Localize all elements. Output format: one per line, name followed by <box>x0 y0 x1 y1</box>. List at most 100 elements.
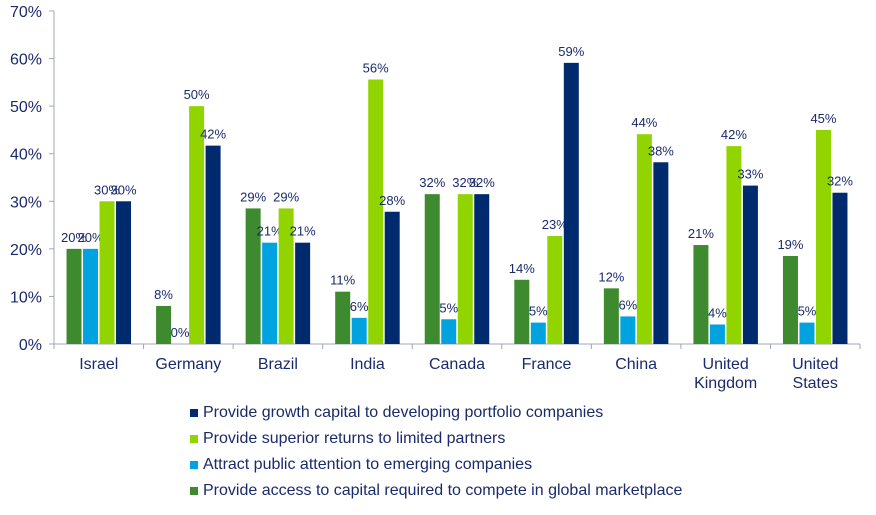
legend-swatch <box>190 461 198 469</box>
data-label: 32% <box>469 175 495 190</box>
bar <box>424 194 440 344</box>
legend-swatch <box>190 435 198 443</box>
bar <box>99 201 115 344</box>
bar <box>709 324 725 344</box>
data-label: 32% <box>827 174 853 189</box>
bar <box>799 322 815 344</box>
data-label: 19% <box>777 237 803 252</box>
data-label: 6% <box>350 299 369 314</box>
bar <box>636 134 652 344</box>
bar <box>726 146 742 344</box>
bar <box>295 242 311 344</box>
data-label: 21% <box>290 224 316 239</box>
bar <box>547 236 563 344</box>
data-label: 38% <box>648 143 674 158</box>
y-tick-label: 10% <box>10 289 42 306</box>
x-tick-label: Israel <box>79 356 118 373</box>
bar <box>441 319 457 344</box>
data-label: 4% <box>708 305 727 320</box>
data-label: 5% <box>529 304 548 319</box>
data-label: 5% <box>798 304 817 319</box>
bar <box>782 255 798 344</box>
bar <box>514 279 530 344</box>
data-label: 6% <box>618 297 637 312</box>
data-label: 8% <box>154 287 173 302</box>
y-tick-label: 20% <box>10 242 42 259</box>
x-tick-label: Canada <box>429 356 485 373</box>
bar <box>384 211 400 344</box>
data-label: 11% <box>330 273 355 288</box>
bar <box>205 145 221 344</box>
legend-item-public-attention: Attract public attention to emerging com… <box>190 452 682 478</box>
data-label: 29% <box>240 189 266 204</box>
data-label: 45% <box>810 111 836 126</box>
bar <box>245 208 261 344</box>
data-label: 21% <box>257 224 283 239</box>
x-tick-label: Germany <box>155 356 221 373</box>
data-label: 42% <box>721 127 747 142</box>
x-tick-label: United <box>792 356 838 373</box>
data-label: 20% <box>61 230 87 245</box>
x-tick-label: States <box>793 375 838 392</box>
bar <box>603 288 619 344</box>
bar <box>474 194 490 344</box>
bar <box>189 106 205 345</box>
legend-label: Provide growth capital to developing por… <box>203 404 604 421</box>
x-tick-label: Kingdom <box>694 375 757 392</box>
bar <box>653 162 669 344</box>
data-label: 21% <box>688 226 714 241</box>
data-label: 23% <box>542 217 568 232</box>
bar-chart: 0% 10% 20% 30% 40% 50% 60% 70% Israel Germany Braz… <box>10 4 861 392</box>
y-tick-label: 50% <box>10 99 42 116</box>
bar <box>815 129 831 344</box>
legend-item-superior-returns: Provide superior returns to limited part… <box>190 426 682 452</box>
y-tick-label: 0% <box>19 337 42 354</box>
bar <box>116 201 132 344</box>
data-label: 42% <box>200 127 226 142</box>
data-label: 50% <box>184 87 210 102</box>
y-tick-label: 70% <box>10 4 42 21</box>
bar <box>335 291 351 344</box>
data-label: 0% <box>171 325 190 340</box>
data-label: 32% <box>419 175 445 190</box>
data-label: 20% <box>78 230 104 245</box>
bar <box>742 185 758 344</box>
x-tick-label: Brazil <box>258 356 298 373</box>
data-label: 14% <box>509 261 535 276</box>
data-label: 5% <box>439 300 458 315</box>
data-label: 28% <box>379 193 405 208</box>
legend: Provide growth capital to developing por… <box>190 400 682 504</box>
legend-item-access-to-capital: Provide access to capital required to co… <box>190 478 682 504</box>
bar <box>66 248 82 344</box>
data-label: 59% <box>558 44 584 59</box>
data-label: 29% <box>273 189 299 204</box>
x-tick-label: India <box>350 356 385 373</box>
bar <box>262 242 278 344</box>
bar <box>457 194 473 344</box>
legend-label: Provide access to capital required to co… <box>203 482 683 499</box>
data-label: 12% <box>598 269 624 284</box>
legend-item-growth-capital: Provide growth capital to developing por… <box>190 400 682 426</box>
legend-swatch <box>190 487 198 495</box>
legend-label: Attract public attention to emerging com… <box>203 456 533 473</box>
data-label: 56% <box>363 61 389 76</box>
legend-swatch <box>190 409 198 417</box>
bar <box>832 192 848 344</box>
bar <box>620 316 636 344</box>
y-tick-label: 40% <box>10 147 42 164</box>
data-label: 33% <box>737 167 763 182</box>
bar <box>530 322 546 344</box>
y-tick-label: 60% <box>10 52 42 69</box>
x-tick-label: France <box>522 356 572 373</box>
y-tick-label: 30% <box>10 194 42 211</box>
bar <box>83 248 99 344</box>
bar <box>278 208 294 344</box>
bar <box>368 79 384 344</box>
data-label: 30% <box>111 182 137 197</box>
x-tick-label: China <box>615 356 657 373</box>
data-label: 32% <box>452 175 478 190</box>
x-tick-label: United <box>703 356 749 373</box>
bar <box>351 317 367 344</box>
bar <box>693 245 709 344</box>
bar <box>563 62 579 345</box>
